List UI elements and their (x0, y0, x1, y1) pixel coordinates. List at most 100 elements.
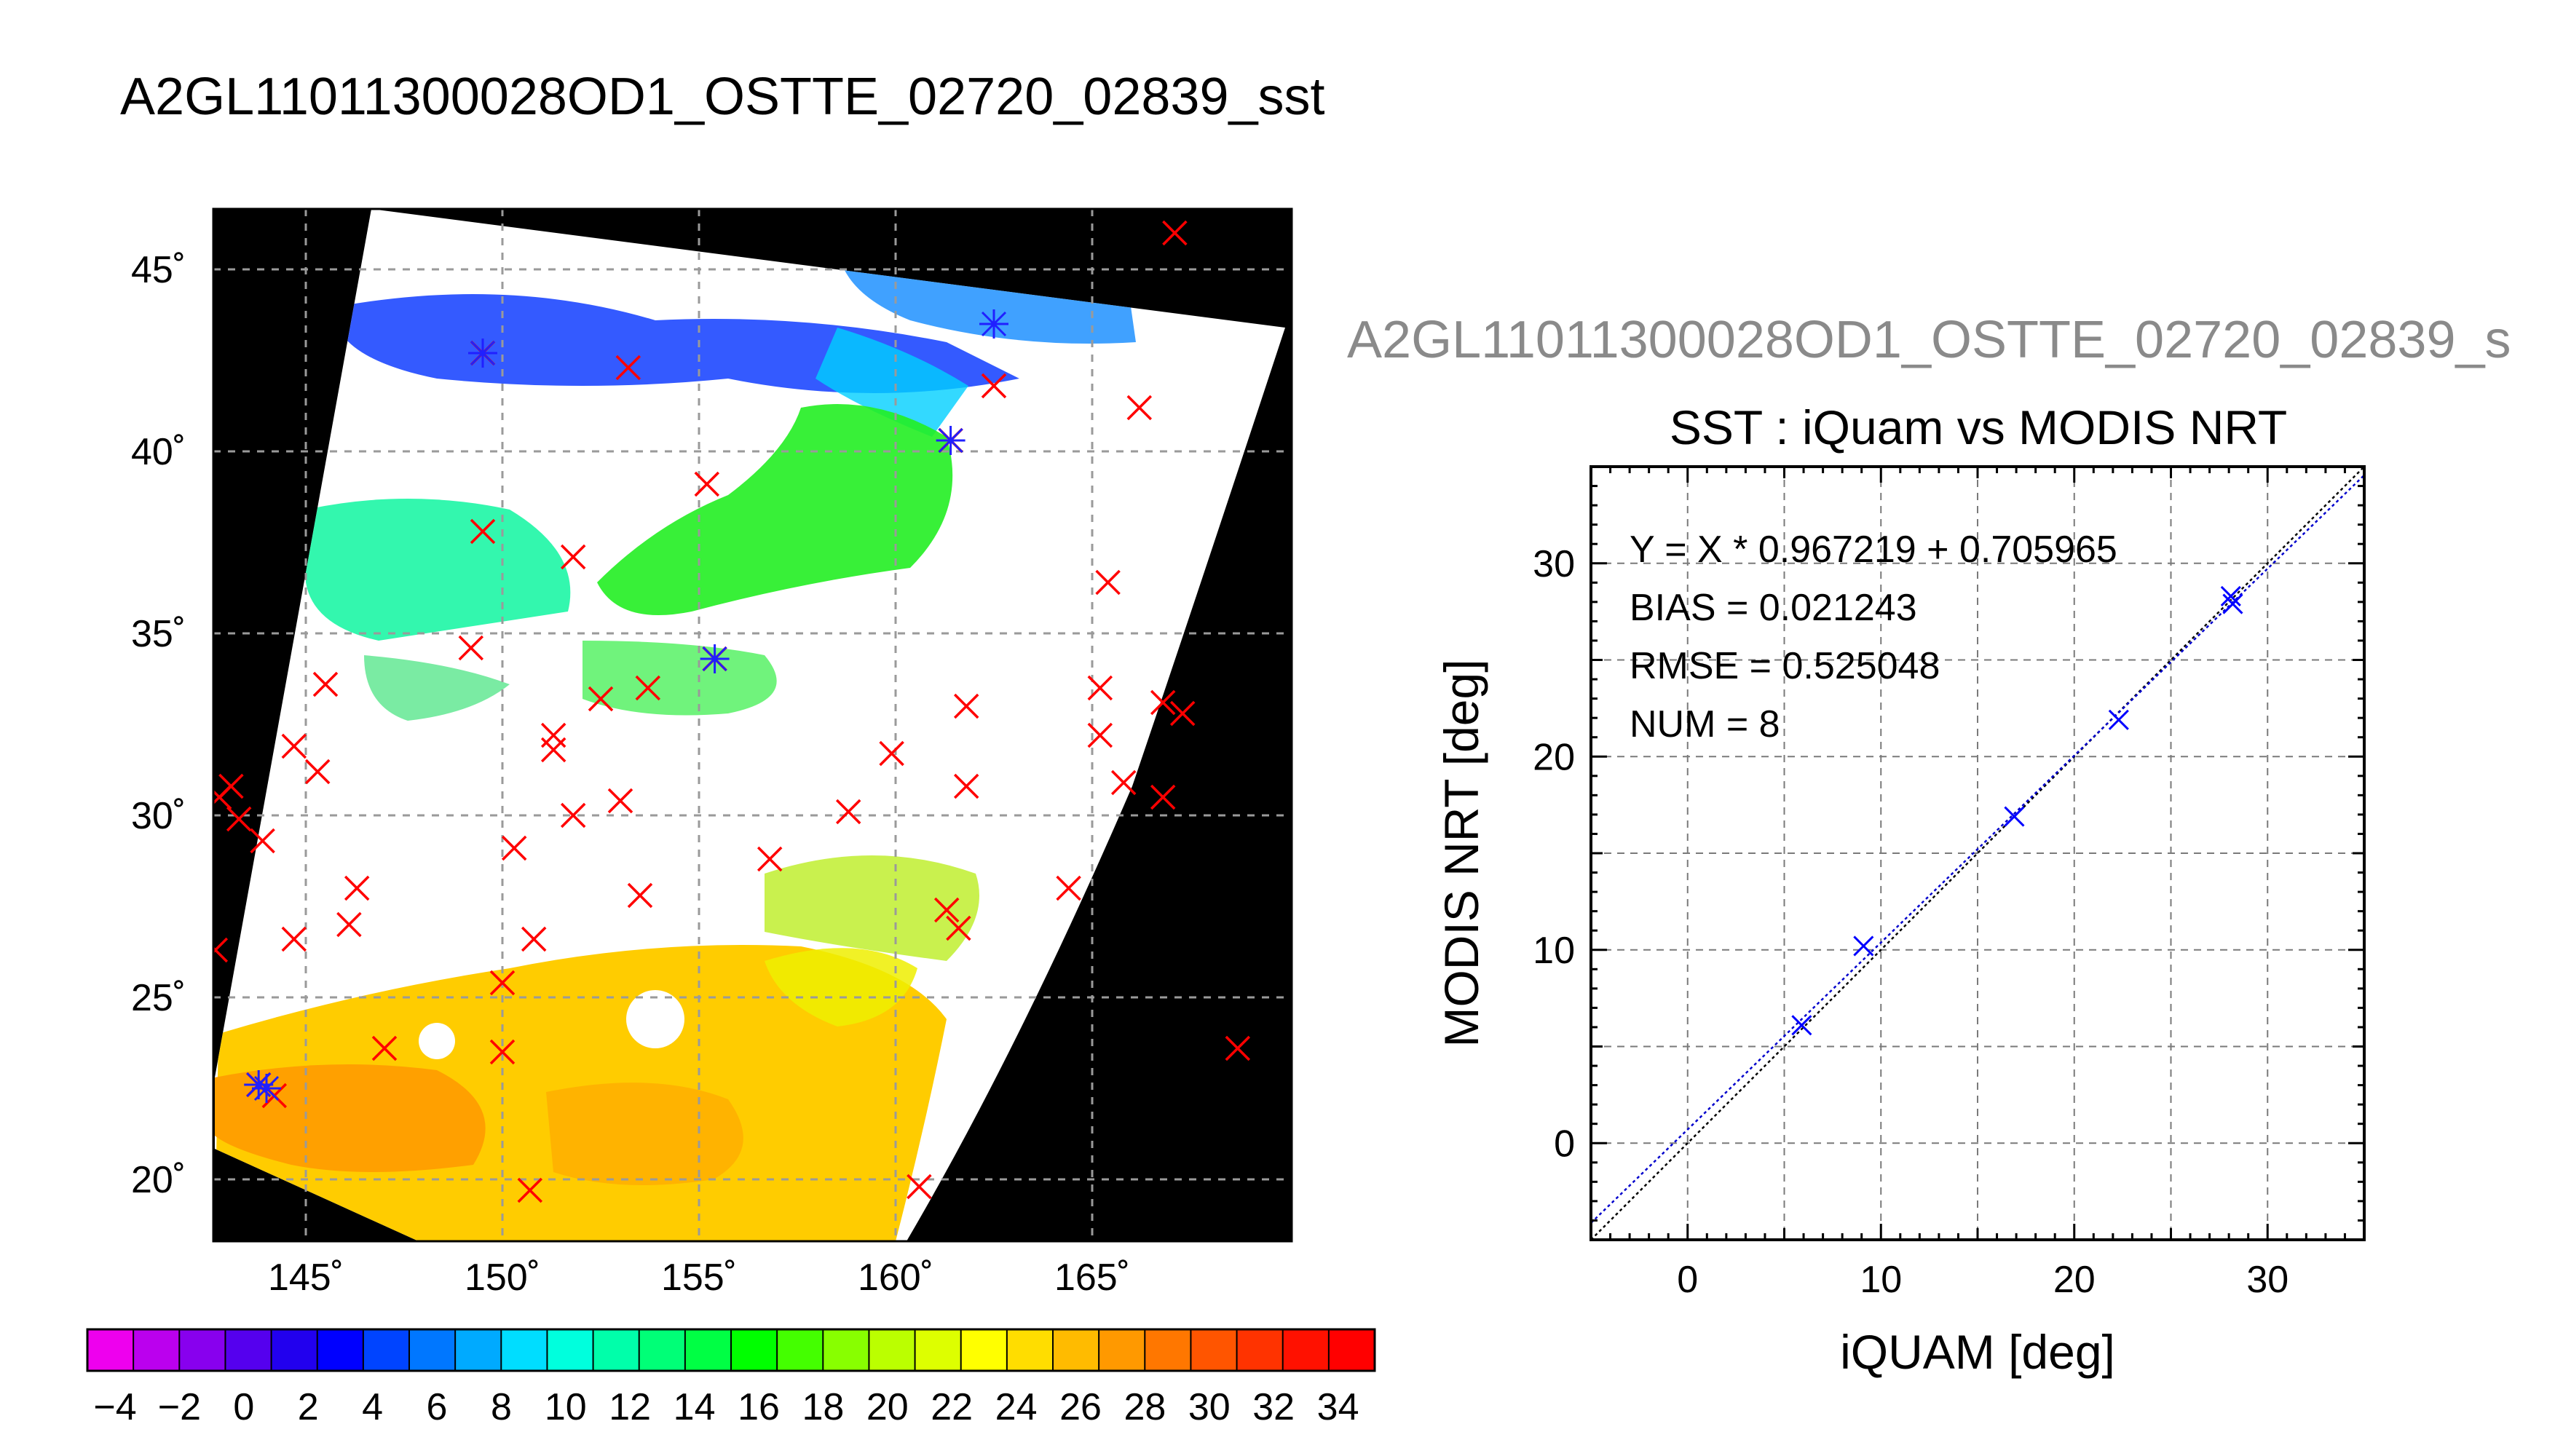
colorbar-tick-label: 28 (1124, 1386, 1166, 1428)
colorbar-cells (87, 1329, 1375, 1371)
lon-tick-label: 165˚ (1054, 1257, 1130, 1299)
blue-marker (979, 309, 1008, 339)
scatter-point (2222, 593, 2243, 614)
red-marker (344, 875, 370, 901)
red-marker (336, 911, 362, 938)
red-marker (1087, 675, 1113, 701)
red-marker (627, 882, 653, 909)
x-tick-label: 20 (2053, 1259, 2096, 1301)
red-marker (879, 740, 904, 767)
colorbar-cell (1236, 1329, 1284, 1371)
scatter-fit-lines (1590, 466, 2365, 1241)
colorbar-cell (915, 1329, 962, 1371)
red-marker (489, 970, 516, 996)
in-situ-markers-red (213, 220, 1251, 1203)
colorbar-cell (225, 1329, 272, 1371)
scatter-title: SST : iQuam vs MODIS NRT (1670, 400, 2287, 454)
colorbar-cell (869, 1329, 916, 1371)
red-marker (1150, 689, 1176, 716)
colorbar-cell (1099, 1329, 1145, 1371)
colorbar-cell (1190, 1329, 1238, 1371)
red-marker (615, 355, 641, 381)
red-marker (470, 518, 496, 545)
colorbar-tick-label: 30 (1188, 1386, 1231, 1428)
red-marker (312, 671, 339, 697)
lon-tick-label: 160˚ (858, 1257, 933, 1299)
red-marker (1169, 700, 1196, 727)
scatter-point (1791, 1015, 1812, 1036)
red-marker (226, 806, 252, 832)
colorbar-tick-label: 34 (1317, 1386, 1359, 1428)
red-marker (907, 1174, 932, 1200)
lon-tick-label: 155˚ (661, 1257, 737, 1299)
colorbar-tick-label: 16 (738, 1386, 780, 1428)
red-marker (281, 733, 307, 759)
red-marker (489, 1039, 516, 1065)
colorbar-tick-label: 14 (674, 1386, 716, 1428)
red-marker (607, 788, 633, 814)
colorbar-cell (731, 1329, 778, 1371)
rmse-label: RMSE = 0.525048 (1630, 645, 1940, 687)
scatter-ticks: 0 10 20 30 0 10 20 30 (1533, 467, 2364, 1301)
red-marker (371, 1035, 398, 1061)
blue-marker (936, 426, 965, 455)
red-marker (835, 799, 861, 825)
red-marker (953, 693, 979, 719)
x-axis-label: iQUAM [deg] (1840, 1325, 2115, 1379)
red-marker (1126, 395, 1153, 421)
colorbar-cell (547, 1329, 594, 1371)
red-marker (933, 897, 960, 923)
scatter-point (1853, 935, 1874, 957)
red-marker (250, 828, 275, 854)
colorbar-cell (87, 1329, 134, 1371)
lon-tick-label: 145˚ (268, 1257, 344, 1299)
colorbar-cell (501, 1329, 548, 1371)
colorbar-tick-label: 2 (298, 1386, 319, 1428)
lat-tick-label: 25˚ (131, 977, 186, 1019)
colorbar-tick-label: 24 (995, 1386, 1038, 1428)
red-marker (588, 686, 614, 712)
colorbar-cell (409, 1329, 456, 1371)
colorbar-cell (1006, 1329, 1054, 1371)
blue-marker (252, 1074, 281, 1103)
colorbar-tick-label: −4 (93, 1386, 136, 1428)
lat-tick-label: 40˚ (131, 431, 186, 473)
y-tick-label: 30 (1533, 543, 1575, 585)
blue-marker (700, 644, 730, 673)
red-marker (281, 926, 307, 952)
scatter-point (2220, 585, 2241, 606)
colorbar-cell (133, 1329, 180, 1371)
colorbar-cell (593, 1329, 640, 1371)
red-marker (1095, 569, 1121, 596)
colorbar-cell (823, 1329, 869, 1371)
red-marker (946, 915, 971, 941)
scatter-gridlines (1591, 467, 2364, 1240)
colorbar-frame (86, 1328, 1376, 1372)
red-marker (1162, 220, 1188, 246)
colorbar-cell (179, 1329, 226, 1371)
red-marker (560, 544, 586, 570)
red-marker (213, 937, 229, 963)
red-marker (953, 773, 979, 799)
colorbar-cell (1053, 1329, 1099, 1371)
lon-tick-label: 150˚ (465, 1257, 540, 1299)
figure-title: A2GL11011300028OD1_OSTTE_02720_02839_sst (120, 68, 1325, 126)
red-marker (521, 926, 547, 952)
red-marker (540, 737, 566, 763)
colorbar-tick-label: 4 (362, 1386, 383, 1428)
lat-tick-label: 30˚ (131, 795, 186, 837)
scatter-annotations: Y = X * 0.967219 + 0.705965 BIAS = 0.021… (1630, 529, 2117, 745)
colorbar-cell (777, 1329, 824, 1371)
red-marker (1225, 1035, 1251, 1061)
blue-marker (468, 339, 497, 368)
red-marker (635, 675, 661, 701)
red-marker (981, 373, 1007, 399)
colorbar-cell (1282, 1329, 1330, 1371)
colorbar-tick-label: 0 (233, 1386, 254, 1428)
y-tick-label: 10 (1533, 930, 1575, 972)
lat-tick-label: 45˚ (131, 249, 186, 291)
map-lon-ticks: 145˚ 150˚ 155˚ 160˚ 165˚ (268, 1257, 1130, 1299)
scatter-point (2004, 806, 2025, 827)
red-marker (757, 846, 783, 872)
